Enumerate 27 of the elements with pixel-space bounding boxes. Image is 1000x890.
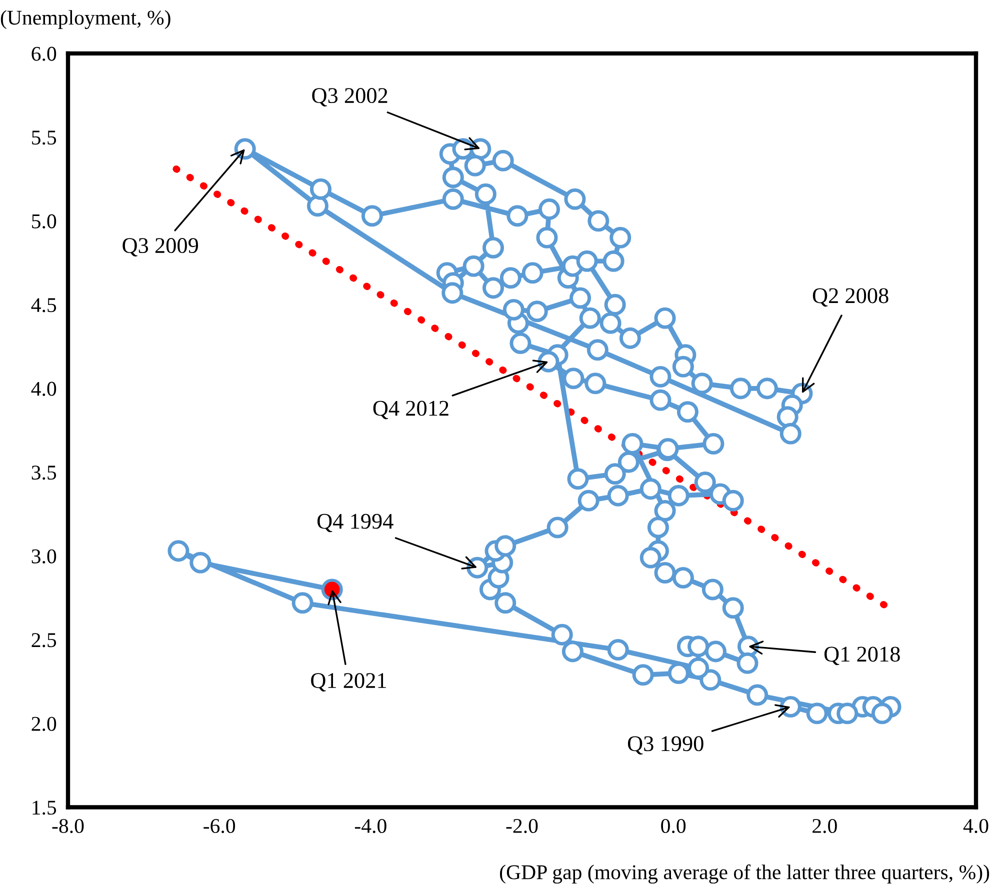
y-tick-label: 2.0 [32,716,56,731]
y-tick-label: 1.5 [32,800,56,815]
y-tick-label: 5.5 [32,130,56,145]
y-tick-label: 4.5 [31,298,56,312]
x-tick-label: -6.0 [204,818,236,834]
y-tick-label: 5.0 [32,214,56,228]
x-tick-label: -2.0 [506,818,538,834]
x-tick-label: -8.0 [52,818,84,834]
y-axis-title: (Unemployment, %) [0,10,170,30]
y-tick-label: 6.0 [32,46,56,61]
annotation: Q1 2018 [824,646,900,666]
x-tick-label: -4.0 [354,818,386,834]
y-tick-label: 4.0 [31,382,56,396]
x-tick-label: 4.0 [963,818,988,834]
x-tick-label: 2.0 [812,818,837,834]
annotation: Q1 2021 [311,673,386,692]
annotation: Q4 2012 [373,400,448,420]
annotation: Q3 2002 [312,88,388,106]
y-tick-label: 3.0 [32,549,56,564]
x-axis-title: (GDP gap (moving average of the latter three quarters, %)) [500,864,990,884]
annotation: Q4 1994 [317,514,394,532]
y-tick-label: 2.5 [32,633,56,648]
annotation: Q3 2009 [122,238,198,256]
y-tick-label: 3.5 [32,466,56,480]
x-tick-label: 0.0 [661,818,686,834]
annotation: Q2 2008 [812,288,888,307]
annotation: Q3 1990 [628,736,704,755]
